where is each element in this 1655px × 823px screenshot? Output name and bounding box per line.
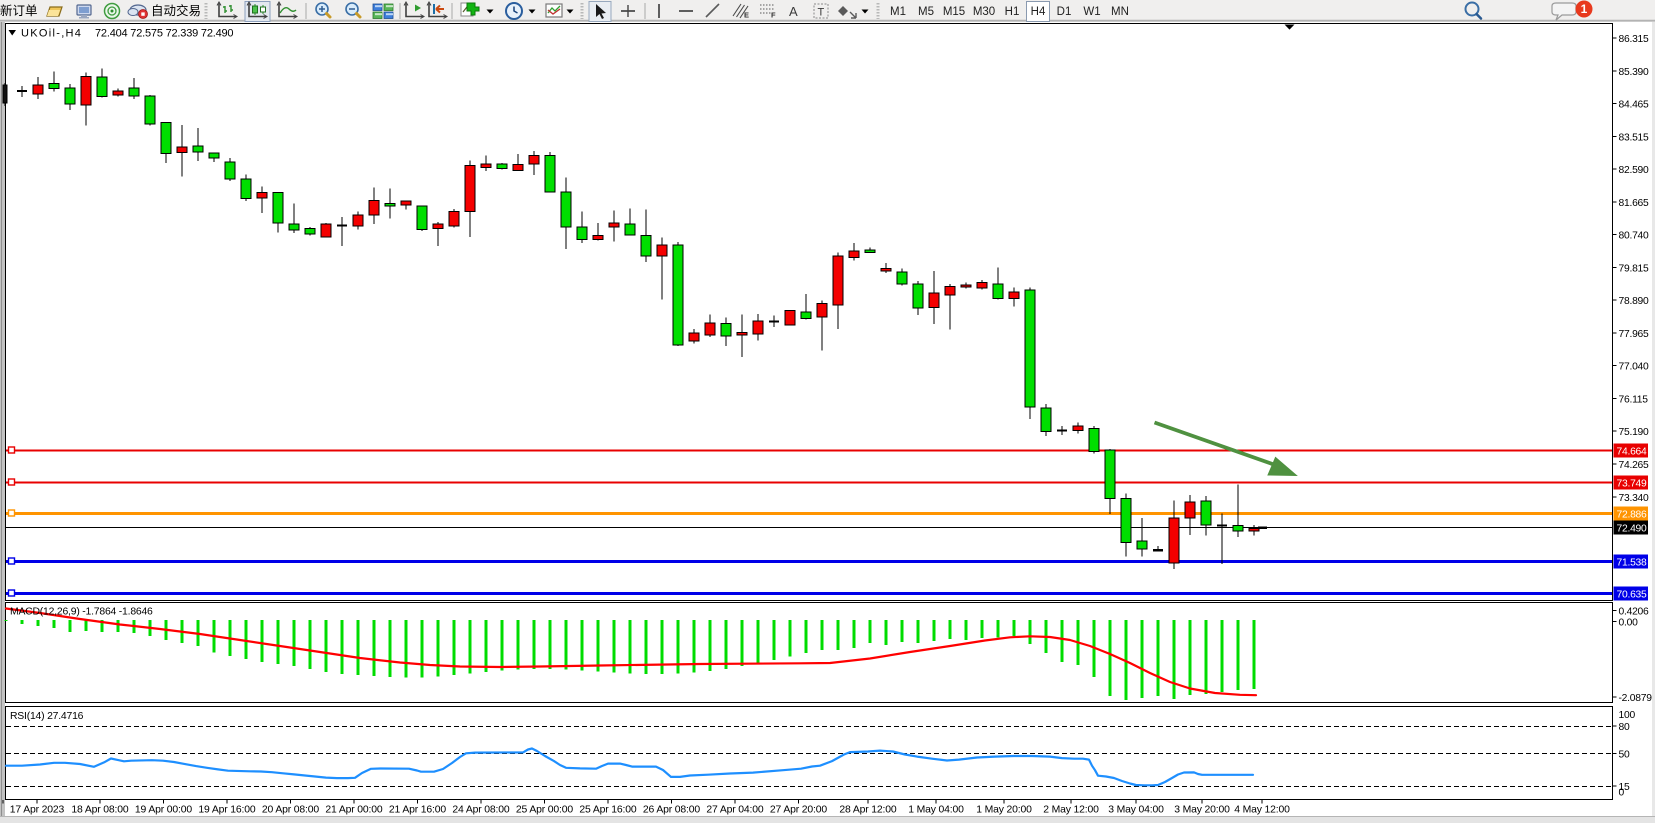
svg-text:84.465: 84.465 [1619,100,1650,111]
svg-text:15: 15 [1619,782,1630,793]
svg-text:85.390: 85.390 [1619,67,1650,78]
svg-text:F: F [771,11,776,20]
svg-text:75.190: 75.190 [1619,427,1650,438]
svg-text:1 May 20:00: 1 May 20:00 [976,805,1032,816]
svg-text:MACD(12,26,9) -1.7864 -1.8646: MACD(12,26,9) -1.7864 -1.8646 [10,607,153,618]
svg-text:4 May 12:00: 4 May 12:00 [1234,805,1290,816]
svg-text:1: 1 [1581,2,1588,16]
svg-text:50: 50 [1619,749,1630,760]
svg-text:0.00: 0.00 [1619,617,1639,628]
svg-text:19 Apr 00:00: 19 Apr 00:00 [135,805,193,816]
svg-text:24 Apr 08:00: 24 Apr 08:00 [452,805,510,816]
svg-text:81.665: 81.665 [1619,198,1650,209]
svg-text:70.635: 70.635 [1617,590,1648,601]
svg-text:79.815: 79.815 [1619,263,1650,274]
svg-text:78.890: 78.890 [1619,296,1650,307]
svg-text:20 Apr 08:00: 20 Apr 08:00 [262,805,320,816]
svg-text:77.965: 77.965 [1619,329,1650,340]
svg-text:76.115: 76.115 [1619,395,1649,406]
svg-text:A: A [789,4,798,19]
svg-text:M15: M15 [943,6,965,18]
svg-text:83.515: 83.515 [1619,132,1650,143]
svg-text:H1: H1 [1005,6,1020,18]
svg-text:27 Apr 04:00: 27 Apr 04:00 [706,805,764,816]
svg-text:80: 80 [1619,722,1630,733]
svg-text:77.040: 77.040 [1619,362,1650,373]
svg-text:-2.0879: -2.0879 [1619,693,1653,704]
svg-text:25 Apr 00:00: 25 Apr 00:00 [516,805,574,816]
svg-text:72.490: 72.490 [1617,524,1648,535]
svg-text:3 May 20:00: 3 May 20:00 [1174,805,1230,816]
svg-text:D1: D1 [1057,6,1072,18]
svg-text:28 Apr 12:00: 28 Apr 12:00 [839,805,897,816]
svg-text:71.538: 71.538 [1617,558,1648,569]
svg-text:27 Apr 20:00: 27 Apr 20:00 [770,805,828,816]
svg-text:T: T [818,7,825,19]
svg-text:21 Apr 16:00: 21 Apr 16:00 [389,805,447,816]
svg-text:新订单: 新订单 [0,3,38,18]
svg-text:73.749: 73.749 [1617,479,1648,490]
svg-text:0.4206: 0.4206 [1619,606,1650,617]
svg-text:74.664: 74.664 [1617,447,1648,458]
svg-text:26 Apr 08:00: 26 Apr 08:00 [643,805,701,816]
svg-text:17 Apr 2023: 17 Apr 2023 [10,805,65,816]
svg-text:72.886: 72.886 [1617,510,1648,521]
svg-text:自动交易: 自动交易 [151,3,201,18]
svg-text:80.740: 80.740 [1619,231,1650,242]
svg-text:100: 100 [1619,710,1636,721]
svg-text:0: 0 [1619,788,1625,799]
svg-text:82.590: 82.590 [1619,165,1650,176]
svg-text:M1: M1 [890,6,906,18]
svg-text:18 Apr 08:00: 18 Apr 08:00 [71,805,129,816]
svg-text:86.315: 86.315 [1619,34,1650,45]
svg-text:W1: W1 [1083,6,1100,18]
svg-text:21 Apr 00:00: 21 Apr 00:00 [325,805,383,816]
svg-text:E: E [744,11,749,20]
svg-text:RSI(14) 27.4716: RSI(14) 27.4716 [10,711,84,722]
svg-text:25 Apr 16:00: 25 Apr 16:00 [579,805,637,816]
svg-text:H4: H4 [1031,6,1046,18]
svg-text:M5: M5 [918,6,934,18]
svg-text:1 May 04:00: 1 May 04:00 [908,805,964,816]
svg-text:2 May 12:00: 2 May 12:00 [1043,805,1099,816]
svg-text:74.265: 74.265 [1619,460,1650,471]
svg-text:3 May 04:00: 3 May 04:00 [1108,805,1164,816]
svg-text:M30: M30 [973,6,995,18]
svg-text:19 Apr 16:00: 19 Apr 16:00 [198,805,256,816]
svg-text:73.340: 73.340 [1619,493,1650,504]
svg-text:MN: MN [1111,6,1129,18]
